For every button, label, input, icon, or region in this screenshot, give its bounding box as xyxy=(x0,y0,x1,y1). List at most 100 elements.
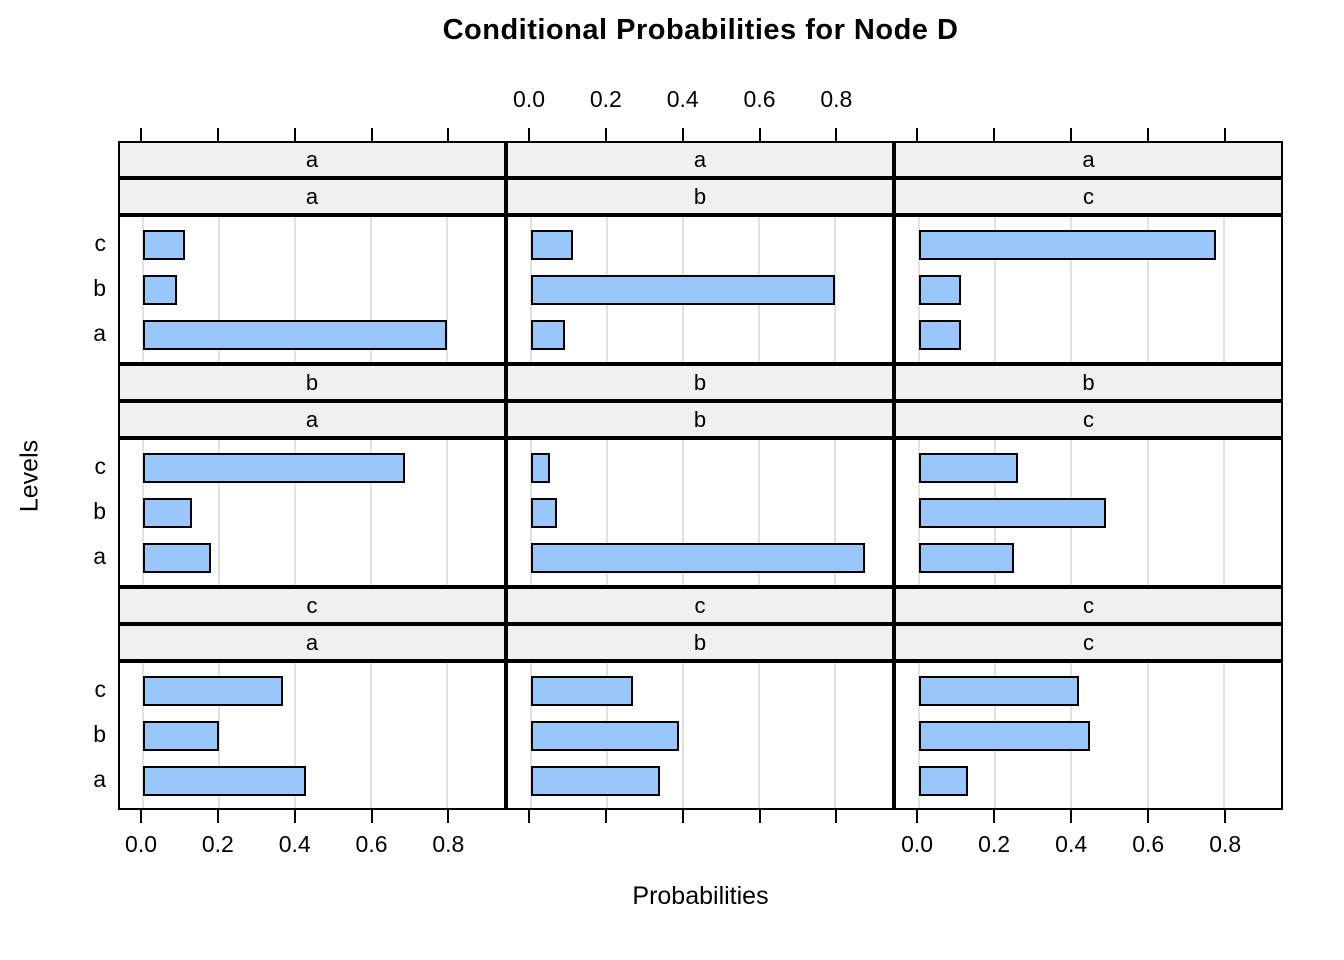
bar-a xyxy=(142,543,212,573)
bar-a xyxy=(918,320,961,350)
bottom-axis-tick-label: 0.6 xyxy=(1132,831,1165,857)
strip-label-outer: c xyxy=(118,587,506,624)
bar-b xyxy=(918,498,1106,528)
bottom-axis-tick xyxy=(681,810,684,823)
bar-c xyxy=(918,676,1079,706)
bottom-axis-tick xyxy=(370,810,373,823)
level-axis-label: a xyxy=(93,320,106,346)
top-axis-tick xyxy=(604,128,607,141)
top-axis-tick-label: 0.0 xyxy=(513,86,546,112)
panel-gridline xyxy=(217,663,220,808)
bar-a xyxy=(918,766,969,796)
strip-label-inner: c xyxy=(894,401,1283,438)
bottom-axis-tick xyxy=(447,810,450,823)
strip-label-inner: a xyxy=(118,401,506,438)
panel-gridline xyxy=(1222,663,1225,808)
bottom-axis-tick xyxy=(1070,810,1073,823)
panel-gridline xyxy=(833,217,836,362)
panel-gridline xyxy=(605,440,608,585)
bottom-axis-tick-label: 0.2 xyxy=(978,831,1011,857)
strip-label-inner: b xyxy=(506,401,894,438)
strip-label-outer: b xyxy=(894,364,1283,401)
x-axis-title: Probabilities xyxy=(632,882,769,910)
bar-c xyxy=(530,230,573,260)
top-axis-tick xyxy=(140,128,143,141)
bar-c xyxy=(918,230,1217,260)
bar-a xyxy=(530,766,661,796)
strip-label-outer: a xyxy=(506,141,894,178)
panel xyxy=(118,661,506,810)
strip-label-inner: c xyxy=(894,624,1283,661)
strip-label-inner: b xyxy=(506,178,894,215)
bottom-axis-tick-label: 0.4 xyxy=(1055,831,1088,857)
strip-label-outer: b xyxy=(118,364,506,401)
panel xyxy=(118,215,506,364)
panel-gridline xyxy=(445,440,448,585)
bottom-axis-tick xyxy=(293,810,296,823)
bar-c xyxy=(142,676,284,706)
top-axis-tick xyxy=(681,128,684,141)
level-axis-label: a xyxy=(93,766,106,792)
panel-gridline xyxy=(445,217,448,362)
top-axis-tick xyxy=(1224,128,1227,141)
top-axis-tick xyxy=(1147,128,1150,141)
bar-b xyxy=(918,721,1091,751)
panel-gridline xyxy=(217,217,220,362)
bottom-axis-tick xyxy=(604,810,607,823)
panel-gridline xyxy=(217,440,220,585)
y-axis-title: Levels xyxy=(15,439,44,513)
panel-gridline xyxy=(293,217,296,362)
panel xyxy=(894,661,1283,810)
bottom-axis-tick xyxy=(916,810,919,823)
panel xyxy=(118,438,506,587)
panel-gridline xyxy=(681,440,684,585)
bar-c xyxy=(142,230,185,260)
panel-gridline xyxy=(757,663,760,808)
bar-b xyxy=(530,721,680,751)
bottom-axis-tick-label: 0.8 xyxy=(432,831,465,857)
top-axis-tick xyxy=(916,128,919,141)
strip-label-outer: b xyxy=(506,364,894,401)
level-axis-label: c xyxy=(94,230,107,256)
bar-c xyxy=(530,676,634,706)
strip-label-inner: b xyxy=(506,624,894,661)
top-axis-tick xyxy=(1070,128,1073,141)
bar-b xyxy=(142,275,177,305)
bottom-axis-tick-label: 0.8 xyxy=(1209,831,1242,857)
strip-label-outer: a xyxy=(894,141,1283,178)
panel-gridline xyxy=(833,663,836,808)
panel-gridline xyxy=(1146,663,1149,808)
bar-c xyxy=(142,453,406,483)
level-axis-label: b xyxy=(93,721,106,747)
bar-b xyxy=(530,498,558,528)
level-axis-label: b xyxy=(93,498,106,524)
top-axis-tick xyxy=(835,128,838,141)
panel xyxy=(506,661,894,810)
bar-b xyxy=(530,275,835,305)
panel-gridline xyxy=(757,440,760,585)
panel xyxy=(506,215,894,364)
panel xyxy=(894,438,1283,587)
bottom-axis-tick-label: 0.6 xyxy=(355,831,388,857)
bar-a xyxy=(530,543,866,573)
strip-label-inner: c xyxy=(894,178,1283,215)
bottom-axis-tick xyxy=(140,810,143,823)
top-axis-tick xyxy=(370,128,373,141)
bottom-axis-tick xyxy=(1224,810,1227,823)
bottom-axis-tick xyxy=(835,810,838,823)
panel-gridline xyxy=(681,663,684,808)
panel-gridline xyxy=(1146,440,1149,585)
bar-c xyxy=(530,453,550,483)
panel-gridline xyxy=(1070,217,1073,362)
top-axis-tick xyxy=(758,128,761,141)
bottom-axis-tick xyxy=(528,810,531,823)
panel xyxy=(894,215,1283,364)
bar-a xyxy=(918,543,1015,573)
top-axis-tick xyxy=(293,128,296,141)
bottom-axis-tick xyxy=(1147,810,1150,823)
chart-title: Conditional Probabilities for Node D xyxy=(442,14,959,46)
top-axis-tick-label: 0.2 xyxy=(589,86,622,112)
top-axis-tick-label: 0.6 xyxy=(743,86,776,112)
level-axis-label: b xyxy=(93,275,106,301)
strip-label-outer: c xyxy=(894,587,1283,624)
